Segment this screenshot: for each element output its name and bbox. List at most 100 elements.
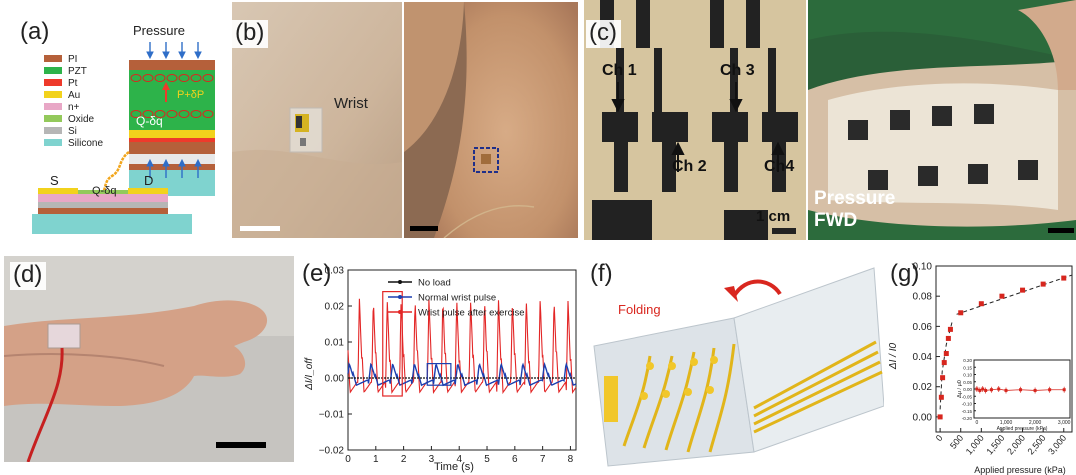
- inset-data-point: [975, 387, 979, 391]
- legend-marker: [398, 295, 402, 299]
- chart-g-frame: [935, 265, 1073, 433]
- chart-e-xtick-label: 7: [540, 454, 546, 465]
- panel-label-d: (d): [10, 262, 47, 290]
- trend-line-high: [956, 274, 1073, 315]
- legend-label: No load: [418, 278, 451, 289]
- legend-swatch-pi: [44, 55, 62, 62]
- fwd-text: FWD: [814, 210, 858, 231]
- data-point: [947, 326, 953, 332]
- inset-ytick-label: -0.15: [962, 409, 973, 414]
- trend-line-low: [939, 320, 953, 410]
- data-point: [943, 351, 949, 357]
- chart-g-ytick-label: 0.10: [913, 262, 933, 273]
- chart-e-xtick-label: 1: [373, 454, 379, 465]
- legend-swatch-silicone: [44, 139, 62, 146]
- legend-label: Oxide: [68, 114, 95, 125]
- source-label: S: [50, 173, 59, 188]
- data-point: [1061, 275, 1067, 281]
- panel-label-c: (c): [586, 20, 621, 48]
- highlight-box-exercise: [382, 290, 403, 397]
- pressure-response-chart: ΔI / I0 Applied pressure (kPa) 0.00 0.02 0…: [888, 262, 1073, 475]
- legend-label: n+: [68, 102, 80, 113]
- pulse-chart: ΔI/I_off Time (s) −0.02 −0.01 0.00 0.01 0.02…: [304, 266, 577, 473]
- legend-label: Pt: [68, 78, 78, 89]
- drain-label: D: [144, 173, 153, 188]
- chart-g-xtick-label: 3,000: [1046, 433, 1068, 457]
- chart-g-xtick-label: 500: [948, 433, 965, 451]
- wrist-device-photo: [4, 256, 294, 462]
- panel-label-a: (a): [20, 18, 50, 45]
- dipole: [190, 110, 202, 118]
- inset-data-point: [984, 388, 988, 392]
- data-point: [958, 310, 964, 316]
- pressure-text: Pressure: [814, 188, 896, 209]
- channel-electrodes-photo: [584, 0, 806, 240]
- chart-e-xtick-label: 0: [345, 454, 351, 465]
- wrist-photo: [232, 2, 402, 238]
- data-point: [941, 360, 947, 366]
- panel-g: (g) ΔI / I0 Applied pressure (kPa) 0.00 0…: [884, 256, 1076, 475]
- chart-e-xtick-label: 3: [429, 454, 435, 465]
- chart-e-xlabel: Time (s): [434, 461, 474, 473]
- chart-e-xtick-label: 4: [456, 454, 462, 465]
- dipole: [154, 110, 166, 118]
- chart-g-xtick-label: 2,000: [1005, 433, 1027, 457]
- panel-e: (e) ΔI/I_off Time (s) −0.02 −0.01 0.00 0.01…: [296, 256, 582, 475]
- inset-xtick-label: 3,000: [1058, 420, 1071, 426]
- inset-ytick-label: 0.20: [963, 358, 972, 363]
- chart-e-ytick-label: 0.00: [325, 374, 345, 385]
- legend-label: Wrist pulse after exercise: [418, 308, 524, 319]
- inset-ytick-label: 0.00: [963, 387, 972, 392]
- panel-label-e: (e): [302, 260, 332, 287]
- panel-label-f: (f): [590, 260, 613, 287]
- inset-data-point: [997, 387, 1001, 391]
- chart-g-xtick-label: 1,000: [964, 433, 986, 457]
- chart-e-xtick-label: 8: [568, 454, 574, 465]
- panel-f: (f) Folding: [584, 256, 884, 475]
- panel-label-b: (b): [232, 20, 269, 48]
- channel-2-label: Ch 2: [672, 158, 707, 175]
- channel-4-label: Ch4: [764, 158, 795, 175]
- chart-g-xtick-label: 0: [934, 433, 945, 443]
- inset-ylabel: Δμ / μ0: [957, 380, 963, 398]
- chart-g-ytick-label: 0.06: [913, 322, 933, 333]
- legend-label: Normal wrist pulse: [418, 293, 496, 304]
- dipole: [190, 74, 202, 82]
- chart-e-xtick-label: 2: [401, 454, 407, 465]
- inset-data-point: [1048, 388, 1052, 392]
- chart-e-xtick-label: 5: [484, 454, 490, 465]
- inset-data-point: [989, 388, 993, 392]
- legend-swatch-pzt: [44, 67, 62, 74]
- inset-ytick-label: -0.05: [962, 394, 973, 399]
- chart-g-ytick-label: 0.08: [913, 292, 933, 303]
- legend-swatch-pt: [44, 79, 62, 86]
- dipole: [178, 110, 190, 118]
- inset-ytick-label: -0.10: [962, 402, 973, 407]
- chart-g-ytick-label: 0.04: [913, 352, 933, 363]
- chart-g-ylabel: ΔI / I0: [888, 342, 899, 370]
- dipole: [166, 74, 178, 82]
- inset-data-point: [1062, 388, 1066, 392]
- data-point: [1040, 281, 1046, 287]
- folding-label: Folding: [618, 302, 661, 317]
- inset-xtick-label: 1,000: [1000, 420, 1013, 426]
- inset-data-point: [1033, 388, 1037, 392]
- panel-b: Wrist: [232, 2, 402, 238]
- inset-ytick-label: 0.15: [963, 365, 972, 370]
- chart-g-ytick-label: 0.00: [913, 412, 933, 423]
- inset-ytick-label: 0.05: [963, 380, 972, 385]
- panel-a: (a) PI PZT Pt Au n+ Oxide Si Silicone Pressure …: [0, 0, 230, 240]
- chart-e-ytick-label: 0.01: [325, 338, 345, 349]
- data-point: [1020, 287, 1026, 293]
- inset-data-point: [1004, 388, 1008, 392]
- legend-swatch-au: [44, 91, 62, 98]
- panel-c: (c) Ch 1 Ch 2 Ch 3 Ch4 1 cm: [584, 0, 806, 240]
- dipole: [202, 74, 214, 82]
- folding-device-illustration: [584, 256, 884, 475]
- chart-g-xlabel: Applied pressure (kPa): [974, 465, 1066, 475]
- charge-bottom-label: Q-δq: [136, 114, 163, 128]
- panel-label-g: (g): [890, 260, 920, 287]
- dipole: [142, 74, 154, 82]
- channel-1-label: Ch 1: [602, 62, 637, 79]
